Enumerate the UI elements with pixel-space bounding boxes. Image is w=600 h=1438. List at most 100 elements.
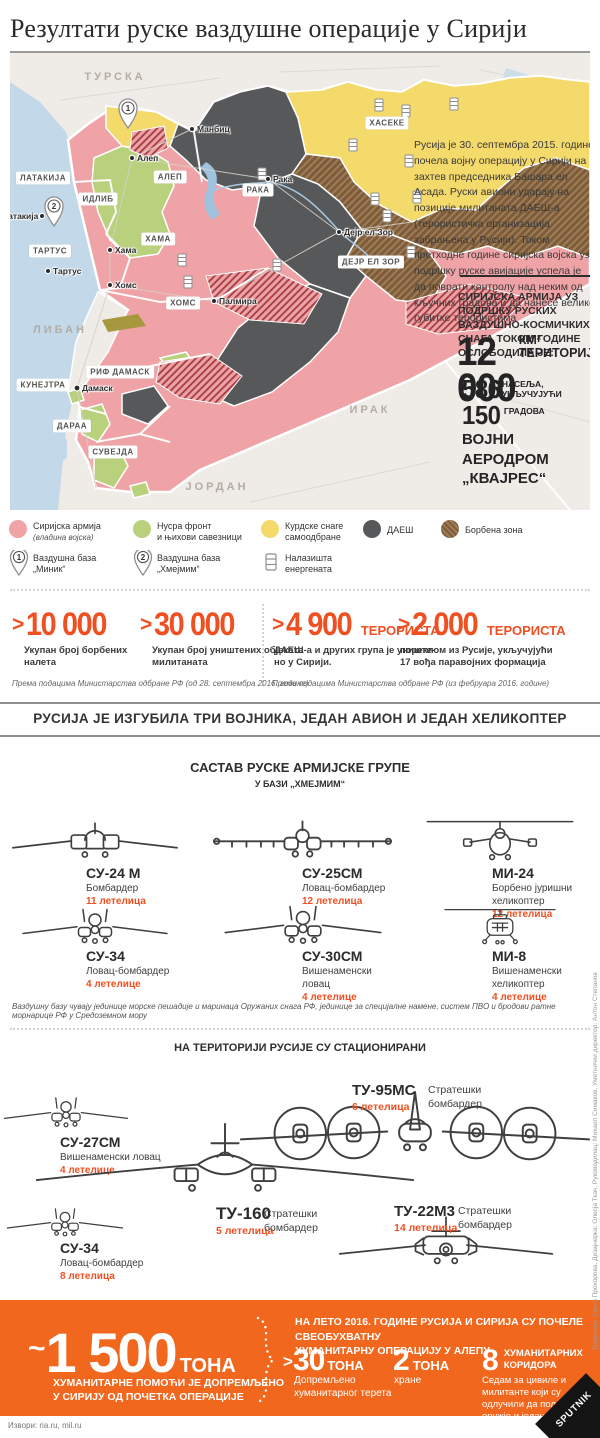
settlements-label: УКЉУЧУЈУЋИ: [501, 388, 562, 399]
stationed-section-title: НА ТЕРИТОРИЈИ РУСИЈЕ СУ СТАЦИОНИРАНИ: [174, 1042, 426, 1054]
group-section-subtitle: У БАЗИ „ХМЕЈМИМ“: [254, 779, 346, 789]
aircraft-card: СУ-30СМ Вишенаменски ловац 4 летелице: [210, 896, 395, 1004]
aircraft-name: МИ-24: [492, 865, 534, 881]
aircraft-card: СУ-25СМ Ловац-бомбардер 12 летелица: [210, 813, 395, 908]
su-24-silhouette: [10, 819, 180, 863]
aircraft-name: СУ-30СМ: [302, 948, 363, 964]
humanitarian-total-caption: ХУМАНИТАРНЕ ПОМОЋИ ЈЕ ДОПРЕМЉЕНО У СИРИЈУ…: [53, 1377, 285, 1404]
aircraft-name: СУ-25СМ: [302, 865, 363, 881]
city-label: Дамаск: [82, 383, 113, 393]
stat-terrorists-destroyed: >4 900 ТЕРОРИСТА ДАЕШ-а и других група је…: [272, 606, 440, 669]
aircraft-type: Ловац-бомбардер: [302, 882, 386, 894]
towns-label: ГРАДОВА: [503, 406, 545, 416]
title-divider: [10, 51, 590, 53]
region-label: РАКА: [242, 183, 274, 197]
aircraft-count: 5 летелица: [216, 1225, 274, 1238]
aircraft-card: СУ-34 Ловац-бомбардер 4 летелице: [0, 898, 190, 991]
su-25-silhouette: [210, 816, 395, 863]
aircraft-name: СУ-34: [86, 948, 125, 964]
aircraft-type: Стратешки бомбардер: [428, 1084, 482, 1110]
divider: [10, 589, 590, 591]
divider: [0, 702, 600, 704]
legend-label: „Миник“: [33, 564, 66, 575]
divider: [262, 604, 264, 686]
stat-terrorists-russia: >2 000 ТЕРОРИСТА пореклом из Русије, укљу…: [398, 606, 566, 669]
country-label-jordan: ЈОРДАН: [185, 481, 249, 493]
humanitarian-panel: ~1 500 ТОНА ХУМАНИТАРНЕ ПОМОЋИ ЈЕ ДОПРЕМЉ…: [0, 1300, 600, 1438]
liberated-intro: СИРИЈСКА АРМИЈА УЗ ПОДРШКУ РУСКИХ ВАЗДУШ…: [458, 291, 590, 359]
aircraft-card: МИ-8 Вишенаменски хеликоптер 4 летелице: [405, 896, 595, 1004]
divider: [0, 735, 600, 737]
aircraft-type: Стратешки бомбардер: [458, 1205, 512, 1231]
region-label: ТАРТУС: [28, 244, 72, 258]
aircraft-name: ТУ-95МС: [352, 1082, 416, 1099]
legend-label: Курдске снаге: [285, 521, 344, 531]
divider: [10, 1028, 590, 1030]
legend-label: Ваздушна база: [157, 553, 221, 563]
aircraft-name: СУ-27СМ: [60, 1134, 121, 1150]
airbase-pin-icon: 1: [9, 550, 29, 576]
footnote-right: Према подацима Министарства одбране РФ (…: [272, 679, 550, 688]
aircraft-type: Борбено јуришни хеликоптер: [492, 882, 573, 907]
area-unit: КМ²: [518, 333, 541, 347]
aircraft-card: ТУ-160 5 летелица: [216, 1204, 274, 1239]
aircraft-type: Стратешки бомбардер: [264, 1208, 318, 1234]
settlements-label: НАСЕЉА,: [501, 379, 544, 389]
region-label: ДАРАА: [52, 419, 92, 433]
region-label: ИДЛИБ: [78, 192, 118, 206]
humanitarian-stat-cargo: >30 ТОНА: [283, 1344, 364, 1377]
humanitarian-header: НА ЛЕТО 2016. ГОДИНЕ РУСИЈА И СИРИЈА СУ …: [295, 1316, 583, 1358]
country-label-iraq: ИРАК: [349, 404, 391, 416]
tu-160-silhouette: [30, 1118, 420, 1215]
area-label: ТЕРИТОРИЈЕ: [518, 346, 590, 361]
stat-sorties: >10 000 Укупан број борбених налета: [12, 606, 128, 669]
legend-label: Налазишта: [285, 553, 333, 563]
liberated-towns: 150 ГРАДОВА: [462, 402, 545, 428]
humanitarian-stat-caption: Седам за цивиле и милитанте који су одлу…: [482, 1375, 573, 1438]
region-label: ХАСЕКЕ: [365, 116, 409, 130]
su-34-silhouette: [20, 906, 170, 946]
humanitarian-stat-caption: Допремљено хуманитарног терета: [294, 1375, 392, 1399]
credits-line: Уредници: Света Прохорова, Дизајнерка: О…: [592, 972, 599, 1350]
settlements-value: 586: [462, 374, 501, 404]
region-label: ЛАТАКИЈА: [15, 171, 71, 185]
aircraft-card: СУ-24 М Бомбардер 11 летелица: [0, 813, 190, 908]
aircraft-type: Бомбардер: [86, 882, 139, 894]
city-label: Дејр ел Зор: [344, 227, 393, 237]
aircraft-type: Вишенаменски хеликоптер: [492, 965, 562, 990]
humanitarian-stat-corridors: 8 ХУМАНИТАРНИХ КОРИДОРА: [482, 1344, 583, 1377]
city-label: Алеп: [137, 153, 159, 163]
aircraft-type: Вишенаменски ловац: [60, 1151, 161, 1163]
page-title: Резултати руске ваздушне операције у Сир…: [10, 14, 528, 43]
city-label: Хомс: [115, 280, 137, 290]
city-dots: [38, 125, 343, 392]
aircraft-count: 12 летелица: [302, 895, 363, 907]
city-label: Латакија: [10, 211, 39, 221]
legend-nusra-swatch: [133, 520, 151, 538]
su-30-silhouette: [222, 903, 384, 946]
region-label: АЛЕП: [153, 170, 187, 184]
region-label: КУНЕЈТРА: [16, 378, 70, 392]
aircraft-count: 6 летелица: [352, 1101, 410, 1113]
airbase-pin-1: 1: [118, 98, 138, 130]
aircraft-count: 4 летелице: [302, 991, 357, 1003]
liberated-airport: ВОЈНИ АЕРОДРОМ „КВАЈРЕС“: [462, 431, 549, 487]
divider: [460, 275, 590, 277]
country-label-turkey: ТУРСКА: [84, 71, 146, 83]
legend-label: енергената: [285, 564, 332, 575]
stat-objects-destroyed: >30 000 Укупан број уништених објеката ми…: [140, 606, 304, 669]
legend-label: самоодбране: [285, 532, 341, 543]
group-section-title: САСТАВ РУСКЕ АРМИЈСКЕ ГРУПЕ: [190, 760, 410, 775]
legend-label: ДАЕШ: [387, 525, 414, 535]
legend-daesh-swatch: [363, 520, 381, 538]
aircraft-card: СУ-34 Ловац-бомбардер 8 летелица: [60, 1240, 143, 1283]
brace-icon: [256, 1316, 275, 1404]
aircraft-name: ТУ-22М3: [394, 1203, 456, 1220]
aircraft-card: СУ-27СМ Вишенаменски ловац 4 летелице: [60, 1134, 161, 1177]
aircraft-card: ТУ-22М3 14 летелица: [394, 1203, 457, 1235]
energy-barrel-icon: [265, 553, 277, 571]
airbase-pin-icon: 2: [133, 550, 153, 576]
legend-label: Ваздушна база: [33, 553, 97, 563]
airbase-pin-2: 2: [44, 196, 64, 228]
